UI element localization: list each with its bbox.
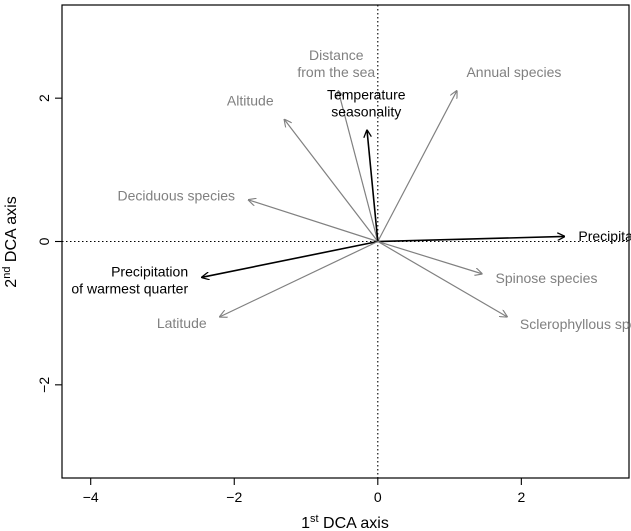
label-altitude: Altitude	[227, 93, 274, 109]
y-tick-label: 0	[36, 237, 52, 245]
vector-arrows	[202, 91, 564, 317]
label-precipitation-of-warmest-quarter: Precipitation of warmest quarter	[71, 264, 188, 297]
x-axis: −4 −2 0 2	[83, 478, 525, 505]
label-deciduous-species: Deciduous species	[117, 188, 235, 204]
vector-precipitation-seasonality	[377, 236, 565, 243]
vector-sclerophyllous-species	[377, 240, 507, 317]
vector-annual-species	[377, 91, 457, 242]
label-precipitation-seasonality: Precipitation seasonality	[578, 228, 631, 244]
vector-temperature-seasonality	[367, 130, 379, 242]
x-tick-label: −4	[83, 489, 99, 505]
y-axis-title: 2nd DCA axis	[1, 196, 20, 287]
y-tick-label: −2	[36, 377, 52, 393]
vector-spinose-species	[377, 240, 482, 274]
label-distance-from-the-sea: Distance from the sea	[297, 47, 375, 80]
x-tick-label: 2	[517, 489, 525, 505]
vector-precipitation-of-warmest-quarter	[202, 240, 378, 278]
vector-altitude	[284, 120, 379, 242]
vector-deciduous-species	[249, 200, 378, 243]
label-annual-species: Annual species	[466, 64, 561, 80]
vector-labels: Distance from the sea Annual species Altitu…	[71, 47, 631, 332]
label-latitude: Latitude	[157, 315, 207, 331]
x-tick-label: −2	[226, 489, 242, 505]
x-axis-title: 1st DCA axis	[301, 513, 389, 531]
y-tick-label: 2	[36, 94, 52, 102]
label-temperature-seasonality: Temperature seasonality	[327, 86, 406, 119]
vector-latitude	[220, 240, 379, 317]
label-spinose-species: Spinose species	[496, 270, 598, 286]
x-tick-label: 0	[374, 489, 382, 505]
label-sclerophyllous-species: Sclerophyllous species	[520, 316, 631, 332]
y-axis: −2 0 2	[36, 94, 62, 393]
vector-distance-from-the-sea	[338, 91, 379, 242]
